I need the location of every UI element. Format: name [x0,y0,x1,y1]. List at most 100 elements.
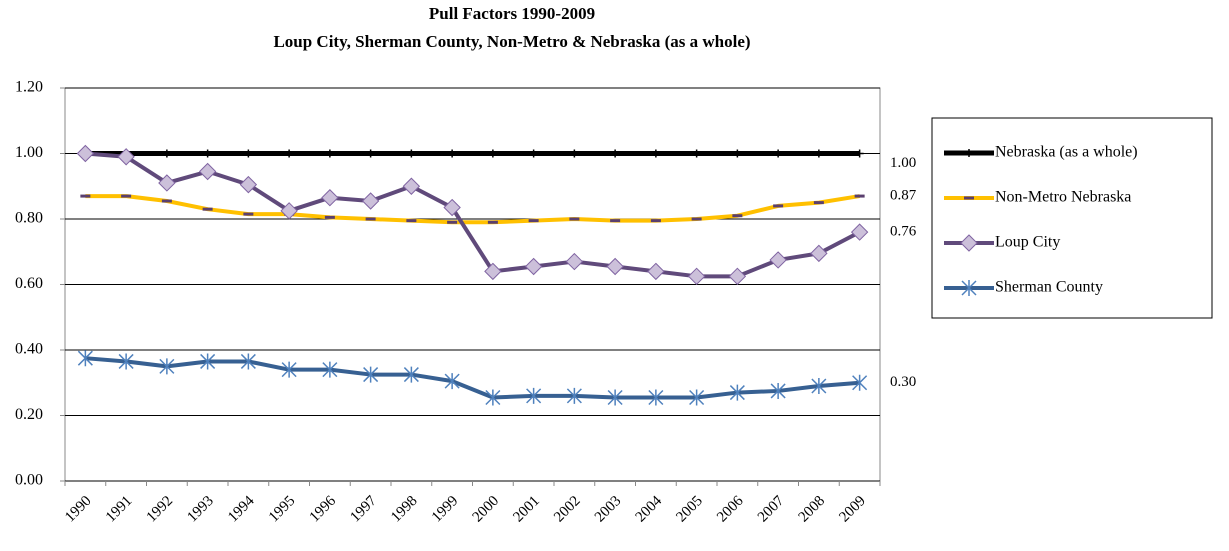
marker [322,361,338,378]
y-tick-label: 0.80 [15,210,43,227]
marker [606,257,624,276]
marker [810,244,828,263]
marker-plus [203,149,212,158]
marker-plus [814,149,823,158]
marker [611,149,620,158]
marker [488,149,497,158]
chart-subtitle: Loup City, Sherman County, Non-Metro & N… [273,32,750,51]
marker [651,149,660,158]
marker-plus [162,149,171,158]
x-tick-label: 2002 [551,493,584,526]
marker [529,149,538,158]
marker-plus [692,149,701,158]
marker [200,353,216,370]
marker-plus [611,149,620,158]
marker [443,198,461,217]
marker-star [961,280,977,296]
marker [607,389,623,406]
marker-plus [855,149,864,158]
marker-diamond [158,174,176,192]
legend-label: Loup City [995,234,1060,251]
marker-star [485,389,501,406]
marker [203,149,212,158]
marker [117,148,135,166]
marker-diamond [565,252,584,271]
marker-diamond [850,223,869,241]
marker-star [322,361,338,378]
marker [485,389,501,406]
marker-star [281,361,297,378]
marker-diamond [321,189,339,207]
marker-star [689,389,705,406]
x-tick-label: 2009 [836,493,869,526]
x-tick-label: 1997 [347,493,380,526]
marker-star [770,382,786,399]
marker-diamond [687,267,706,286]
marker-star [566,387,582,404]
marker [240,353,256,370]
x-tick-label: 1992 [144,493,177,526]
y-tick-label: 0.00 [15,472,43,489]
legend-marker [961,280,977,296]
x-tick-label: 2007 [755,493,788,526]
y-tick-label: 0.60 [15,275,43,292]
marker [852,374,868,391]
x-tick-label: 2004 [633,493,666,526]
data-label: 0.87 [890,188,917,204]
x-tick-label: 1991 [103,493,136,526]
marker-diamond [484,262,502,281]
marker [729,384,745,401]
marker-diamond [402,177,421,195]
marker [811,378,827,395]
marker [402,177,421,195]
y-tick-label: 0.40 [15,341,43,358]
marker-diamond [647,262,665,281]
marker [285,149,294,158]
marker-diamond [76,144,95,163]
marker-star [729,384,745,401]
marker [77,350,93,367]
marker [444,373,460,390]
marker-plus [407,149,416,158]
marker-diamond [524,257,543,276]
x-tick-label: 1998 [388,493,421,526]
marker [770,382,786,399]
marker [850,223,869,241]
x-tick-label: 1996 [307,493,340,526]
data-label: 0.30 [890,374,916,390]
x-tick-label: 2008 [796,493,829,526]
marker-plus [448,149,457,158]
marker-star [159,358,175,375]
x-tick-label: 1993 [184,493,217,526]
x-tick-label: 1994 [225,493,258,526]
marker-diamond [280,202,298,220]
marker [244,149,253,158]
marker-star [240,353,256,370]
marker-plus [366,149,375,158]
marker [325,149,334,158]
marker [692,149,701,158]
marker-star [118,353,134,370]
marker-star [200,353,216,370]
marker [524,257,543,276]
marker-plus [774,149,783,158]
marker [280,202,298,220]
x-tick-label: 2001 [510,493,543,526]
marker-star [648,389,664,406]
marker-diamond [960,234,978,252]
x-tick-label: 2005 [673,493,706,526]
marker [118,353,134,370]
marker [363,366,379,383]
marker [728,267,747,286]
marker [403,366,419,383]
marker [565,252,584,271]
marker-plus [965,149,973,157]
marker-plus [325,149,334,158]
marker-plus [488,149,497,158]
marker-star [403,366,419,383]
marker [526,387,542,404]
marker-plus [651,149,660,158]
data-label: 1.00 [890,155,916,171]
